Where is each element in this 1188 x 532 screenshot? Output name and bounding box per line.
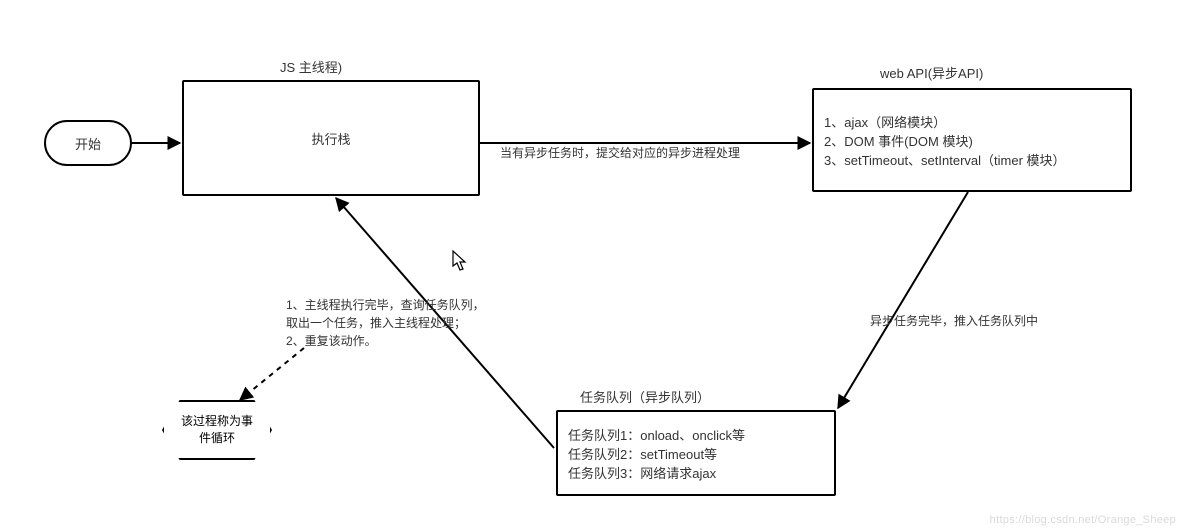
hexagon-label: 该过程称为事件循环 <box>178 413 256 447</box>
edge-label-exec-to-webapi: 当有异步任务时，提交给对应的异步进程处理 <box>500 144 800 162</box>
task-queue-title: 任务队列（异步队列） <box>580 388 710 408</box>
edge-webapi-to-queue <box>838 192 968 408</box>
start-node: 开始 <box>44 120 132 166</box>
web-api-title: web API(异步API) <box>880 64 983 84</box>
exec-stack-label: 执行栈 <box>311 129 350 148</box>
exec-stack-node: 执行栈 <box>182 80 480 196</box>
edge-label-webapi-to-queue: 异步任务完毕，推入任务队列中 <box>870 312 1070 330</box>
edge-label-queue-to-exec: 1、主线程执行完毕，查询任务队列， 取出一个任务，推入主线程处理； 2、重复该动… <box>286 296 546 350</box>
exec-stack-title: JS 主线程) <box>280 58 342 78</box>
edge-note-to-hex <box>240 348 304 400</box>
cursor-icon <box>452 250 468 272</box>
start-label: 开始 <box>75 134 101 153</box>
web-api-node: 1、ajax（网络模块） 2、DOM 事件(DOM 模块) 3、setTimeo… <box>812 88 1132 192</box>
task-queue-node: 任务队列1：onload、onclick等 任务队列2：setTimeout等 … <box>556 410 836 496</box>
watermark: https://blog.csdn.net/Orange_Sheep <box>990 514 1176 526</box>
event-loop-hexagon: 该过程称为事件循环 <box>162 400 272 460</box>
web-api-lines: 1、ajax（网络模块） 2、DOM 事件(DOM 模块) 3、setTimeo… <box>824 112 1066 169</box>
task-queue-lines: 任务队列1：onload、onclick等 任务队列2：setTimeout等 … <box>568 425 745 482</box>
